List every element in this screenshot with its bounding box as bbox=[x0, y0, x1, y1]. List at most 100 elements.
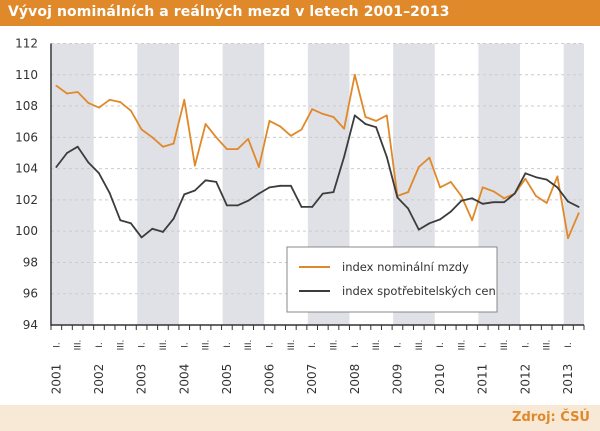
data-point bbox=[300, 206, 303, 208]
data-point bbox=[375, 120, 378, 122]
y-tick-label: 108 bbox=[15, 99, 38, 113]
data-point bbox=[311, 108, 314, 111]
x-quarter-label: I. bbox=[564, 342, 574, 348]
data-point bbox=[503, 201, 505, 204]
data-point bbox=[535, 176, 537, 179]
data-point bbox=[577, 212, 580, 215]
x-year-label: 2013 bbox=[561, 364, 575, 395]
data-point bbox=[492, 201, 495, 204]
year-band-2005 bbox=[222, 43, 265, 325]
data-point bbox=[449, 181, 452, 183]
data-point bbox=[279, 125, 282, 128]
legend: index nominální mzdy index spotřebitelsk… bbox=[286, 246, 498, 313]
data-point bbox=[524, 177, 527, 180]
x-quarter-label: I. bbox=[393, 342, 403, 348]
data-point bbox=[332, 191, 335, 193]
data-point bbox=[215, 136, 218, 139]
data-point bbox=[300, 128, 303, 131]
legend-label-nominal: index nominální mzdy bbox=[342, 260, 469, 274]
data-point bbox=[385, 155, 388, 158]
data-point bbox=[130, 109, 132, 112]
x-quarter-label: I. bbox=[266, 342, 276, 348]
title-bar: Vývoj nominálních a reálných mezd v lete… bbox=[0, 0, 600, 26]
x-year-label: 2012 bbox=[518, 364, 532, 395]
data-point bbox=[268, 186, 271, 189]
data-point bbox=[55, 166, 58, 168]
data-point bbox=[545, 202, 548, 204]
data-point bbox=[364, 116, 367, 118]
data-point bbox=[108, 98, 111, 101]
x-year-label: 2008 bbox=[348, 364, 362, 395]
y-tick-label: 100 bbox=[15, 224, 38, 238]
data-point bbox=[247, 137, 250, 140]
data-point bbox=[311, 206, 314, 208]
data-point bbox=[204, 179, 207, 182]
data-point bbox=[428, 156, 431, 159]
data-point bbox=[119, 101, 122, 104]
data-point bbox=[321, 112, 324, 115]
footer: Zdroj: ČSÚ bbox=[0, 405, 600, 431]
data-point bbox=[225, 148, 228, 150]
data-point bbox=[471, 219, 473, 222]
data-point bbox=[556, 175, 559, 178]
data-point bbox=[76, 91, 79, 93]
x-quarter-label: I. bbox=[180, 342, 190, 348]
y-tick-label: 104 bbox=[15, 162, 38, 176]
y-tick-label: 96 bbox=[23, 287, 38, 301]
data-point bbox=[140, 236, 143, 239]
x-quarter-label: III. bbox=[500, 340, 510, 351]
data-point bbox=[364, 123, 367, 125]
data-point bbox=[343, 155, 346, 158]
data-point bbox=[577, 206, 580, 208]
data-point bbox=[247, 199, 250, 202]
data-point bbox=[471, 197, 473, 200]
data-point bbox=[140, 128, 143, 131]
year-band-2003 bbox=[137, 43, 179, 325]
data-point bbox=[481, 202, 484, 205]
data-point bbox=[353, 73, 356, 76]
data-point bbox=[439, 218, 441, 221]
y-tick-label: 94 bbox=[23, 318, 38, 332]
x-year-label: 2009 bbox=[390, 364, 404, 395]
legend-box bbox=[286, 246, 498, 313]
year-band-2013 bbox=[563, 43, 584, 325]
data-point bbox=[492, 190, 495, 193]
x-year-label: 2001 bbox=[49, 364, 63, 395]
y-tick-label: 110 bbox=[15, 68, 38, 82]
data-point bbox=[449, 210, 452, 213]
x-year-label: 2011 bbox=[476, 364, 490, 395]
data-point bbox=[119, 219, 122, 222]
data-point bbox=[513, 192, 516, 195]
x-quarter-label: III. bbox=[159, 340, 169, 351]
data-point bbox=[428, 222, 431, 225]
series-cpi-line bbox=[55, 114, 580, 239]
data-point bbox=[385, 114, 388, 117]
data-point bbox=[289, 184, 292, 187]
data-point bbox=[194, 189, 196, 192]
data-point bbox=[503, 197, 505, 200]
data-point bbox=[535, 195, 537, 197]
data-point bbox=[343, 127, 346, 130]
data-point bbox=[481, 186, 484, 189]
data-point bbox=[236, 204, 239, 207]
data-point bbox=[353, 114, 356, 117]
data-point bbox=[66, 152, 68, 154]
x-year-label: 2003 bbox=[135, 364, 149, 395]
data-point bbox=[108, 191, 111, 194]
x-year-label: 2007 bbox=[305, 364, 319, 395]
data-point bbox=[289, 134, 292, 137]
data-point bbox=[321, 192, 324, 195]
data-point bbox=[87, 102, 90, 104]
data-point bbox=[257, 166, 260, 168]
x-year-label: 2004 bbox=[177, 364, 191, 395]
data-point bbox=[332, 116, 335, 118]
data-point bbox=[215, 181, 218, 183]
data-point bbox=[396, 196, 399, 199]
data-point bbox=[151, 136, 154, 139]
y-tick-label: 102 bbox=[15, 193, 38, 207]
data-point bbox=[204, 123, 207, 125]
year-band-2001 bbox=[52, 43, 94, 325]
x-quarter-label: I. bbox=[223, 342, 233, 348]
data-point bbox=[130, 222, 132, 225]
